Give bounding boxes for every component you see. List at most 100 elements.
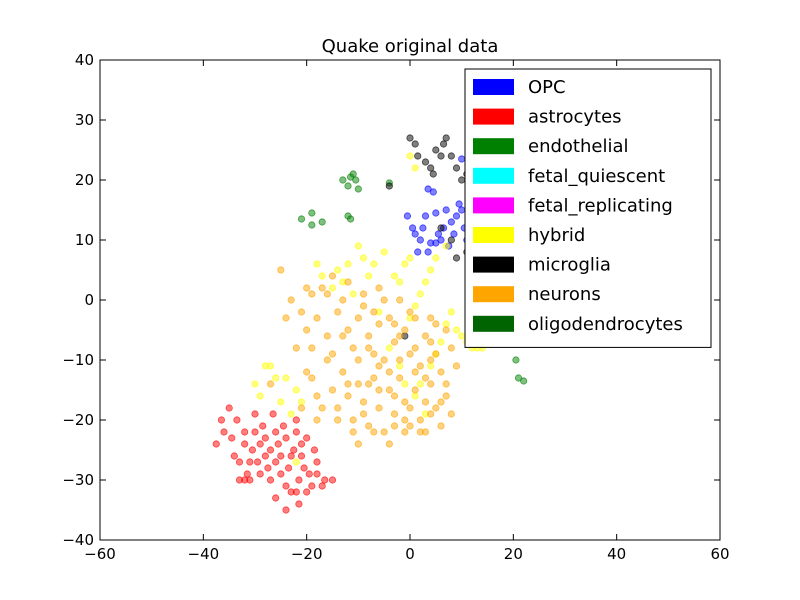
data-point-microglia [411, 140, 419, 148]
legend-swatch-microglia [473, 256, 514, 273]
data-point-neurons [427, 338, 435, 346]
data-point-neurons [427, 356, 435, 364]
data-point-neurons [380, 296, 388, 304]
data-point-hybrid [297, 398, 306, 406]
data-point-neurons [339, 332, 347, 340]
data-point-neurons [427, 380, 435, 388]
data-point-neurons [318, 284, 326, 292]
data-point-neurons [411, 314, 419, 322]
data-point-astrocytes [308, 482, 316, 490]
data-point-astrocytes [235, 476, 244, 484]
data-point-OPC [408, 224, 417, 232]
y-tick-label: 30 [75, 111, 94, 129]
data-point-neurons [385, 386, 393, 394]
data-point-astrocytes [295, 500, 303, 508]
data-point-neurons [401, 326, 409, 334]
data-point-hybrid [277, 398, 285, 406]
data-point-astrocytes [292, 416, 300, 424]
data-point-neurons [406, 308, 414, 316]
data-point-OPC [424, 248, 432, 256]
data-point-neurons [401, 398, 409, 406]
data-point-neurons [313, 416, 321, 424]
data-point-neurons [339, 368, 347, 376]
legend-label-fetal_replicating: fetal_replicating [528, 195, 673, 216]
data-point-hybrid [447, 308, 455, 316]
data-point-hybrid [251, 380, 259, 388]
data-point-neurons [359, 410, 368, 418]
data-point-hybrid [292, 386, 300, 394]
data-point-neurons [328, 386, 337, 394]
data-point-endothelial [354, 185, 362, 193]
legend-swatch-oligodendrocytes [473, 315, 514, 332]
data-point-neurons [354, 356, 362, 364]
data-point-endothelial [344, 182, 352, 190]
data-point-neurons [437, 422, 445, 430]
legend-label-fetal_quiescent: fetal_quiescent [528, 166, 665, 187]
data-point-endothelial [339, 176, 347, 184]
data-point-neurons [380, 356, 388, 364]
legend-label-OPC: OPC [528, 77, 566, 98]
data-point-neurons [344, 278, 352, 286]
data-point-neurons [365, 332, 373, 340]
data-point-microglia [429, 170, 437, 178]
data-point-neurons [427, 410, 435, 418]
data-point-microglia [385, 182, 393, 190]
data-point-neurons [390, 338, 399, 346]
data-point-neurons [323, 332, 331, 340]
data-point-OPC [411, 230, 419, 238]
data-point-neurons [328, 272, 337, 280]
data-point-neurons [385, 368, 393, 376]
data-point-astrocytes [269, 410, 277, 418]
data-point-hybrid [421, 278, 430, 286]
data-point-neurons [277, 266, 285, 274]
data-point-neurons [421, 428, 430, 436]
data-point-hybrid [396, 278, 404, 286]
legend-label-astrocytes: astrocytes [528, 107, 622, 128]
data-point-neurons [287, 296, 295, 304]
data-point-neurons [416, 362, 424, 370]
data-point-hybrid [256, 392, 264, 400]
data-point-neurons [427, 314, 435, 322]
x-tick-label: 20 [504, 545, 523, 563]
data-point-neurons [323, 290, 331, 298]
data-point-endothelial [297, 215, 306, 223]
legend-swatch-neurons [473, 286, 514, 303]
data-point-neurons [282, 314, 290, 322]
data-point-OPC [421, 212, 430, 220]
data-point-astrocytes [272, 494, 280, 502]
data-point-astrocytes [248, 446, 257, 454]
data-point-neurons [416, 416, 424, 424]
data-point-neurons [370, 374, 378, 382]
data-point-astrocytes [235, 458, 244, 466]
data-point-OPC [458, 155, 466, 163]
legend-swatch-fetal_quiescent [473, 167, 514, 184]
data-point-neurons [390, 422, 399, 430]
data-point-neurons [447, 410, 455, 418]
data-point-hybrid [272, 374, 280, 382]
legend-swatch-hybrid [473, 227, 514, 243]
data-point-neurons [396, 296, 404, 304]
data-point-microglia [447, 152, 455, 160]
data-point-OPC [447, 218, 455, 226]
data-point-endothelial [520, 377, 528, 385]
data-point-OPC [437, 236, 445, 244]
data-point-astrocytes [243, 470, 251, 478]
data-point-hybrid [328, 284, 337, 292]
legend-swatch-OPC [473, 79, 514, 95]
data-point-hybrid [313, 260, 321, 268]
legend-label-hybrid: hybrid [528, 225, 585, 246]
data-point-hybrid [334, 266, 342, 274]
data-point-neurons [401, 428, 409, 436]
data-point-neurons [370, 428, 378, 436]
data-point-neurons [297, 308, 306, 316]
data-point-astrocytes [290, 446, 298, 454]
data-point-hybrid [266, 362, 275, 370]
data-point-neurons [365, 380, 373, 388]
data-point-astrocytes [297, 440, 306, 448]
data-point-neurons [344, 380, 352, 388]
data-point-neurons [313, 392, 321, 400]
data-point-astrocytes [292, 428, 300, 436]
data-point-hybrid [318, 272, 326, 280]
data-point-astrocytes [295, 476, 303, 484]
